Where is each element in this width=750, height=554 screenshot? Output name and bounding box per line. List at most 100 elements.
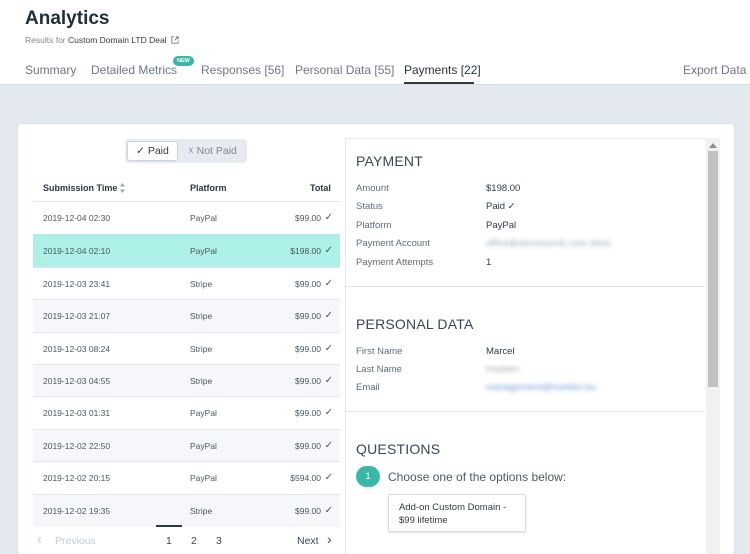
row-total: $594.00 [290,473,321,483]
not-paid-filter-button[interactable]: ☓ Not Paid [188,145,237,157]
row-total: $99.00 [295,408,321,418]
answer-line: $99 lifetime [399,515,448,526]
paid-check-icon: ✓ [324,212,333,223]
sort-icon[interactable] [119,182,126,194]
row-submission-time: 2019-12-04 02:10 [43,246,111,256]
payment-account-label: Payment Account [356,238,430,249]
tab-payments[interactable]: Payments [22] [404,63,481,77]
last-name-label: Last Name [356,364,402,375]
table-row[interactable]: 2019-12-02 19:35 Stripe $99.00 ✓ [33,494,340,527]
paid-check-icon: ✓ [324,472,333,483]
paid-check-icon: ✓ [324,440,333,451]
email-label: Email [356,382,380,393]
tab-detailed-metrics[interactable]: Detailed Metrics [91,63,178,77]
new-badge: NEW [173,56,194,66]
page-1-button[interactable]: 1 [166,535,172,547]
status-label: Status [356,201,383,212]
row-submission-time: 2019-12-02 20:15 [43,473,111,483]
external-link-icon[interactable] [171,36,179,44]
active-tab-indicator [404,82,474,84]
row-platform: PayPal [190,213,217,223]
row-total: $99.00 [295,506,321,516]
table-row[interactable]: 2019-12-03 23:41 Stripe $99.00 ✓ [33,267,340,300]
paid-filter-button[interactable]: ✓ Paid [127,141,178,161]
row-platform: PayPal [190,408,217,418]
table-row[interactable]: 2019-12-03 01:31 PayPal $99.00 ✓ [33,396,340,429]
current-page-indicator [156,525,182,527]
questions-section-title: QUESTIONS [356,441,441,457]
row-platform: Stripe [190,311,213,321]
export-data-button[interactable]: Export Data [683,63,747,77]
platform-value: PayPal [486,220,517,231]
row-total: $99.00 [295,344,321,354]
page-3-button[interactable]: 3 [216,535,222,547]
status-value: Paid ✓ [486,201,516,212]
deal-link[interactable]: Custom Domain LTD Deal [68,35,167,45]
table-row[interactable]: 2019-12-03 04:55 Stripe $99.00 ✓ [33,364,340,397]
chevron-right-icon[interactable]: › [327,531,332,547]
column-header-submission-time[interactable]: Submission Time [43,183,118,193]
answer-line: Add-on Custom Domain - [399,502,507,513]
platform-label: Platform [356,220,392,231]
row-submission-time: 2019-12-03 01:31 [43,408,111,418]
row-platform: Stripe [190,344,213,354]
row-submission-time: 2019-12-03 08:24 [43,344,111,354]
scrollbar-thumb[interactable] [708,151,718,387]
row-submission-time: 2019-12-04 02:30 [43,213,111,223]
row-total: $99.00 [295,311,321,321]
question-number-badge: 1 [356,466,380,487]
paid-check-icon: ✓ [324,505,333,516]
row-submission-time: 2019-12-03 23:41 [43,279,111,289]
tab-summary[interactable]: Summary [25,63,77,77]
paid-check-icon: ✓ [324,343,333,354]
row-total: $99.00 [295,279,321,289]
personal-data-section-title: PERSONAL DATA [356,316,474,332]
row-total: $99.00 [295,213,321,223]
table-row-selected[interactable]: 2019-12-04 02:10 PayPal $198.00 ✓ [33,234,340,267]
previous-page-button[interactable]: Previous [55,535,96,547]
section-divider [346,411,705,412]
paid-check-icon: ✓ [324,278,333,289]
column-header-total: Total [310,183,331,193]
row-total: $99.00 [295,441,321,451]
payment-section-title: PAYMENT [356,153,423,169]
first-name-label: First Name [356,346,403,357]
page-2-button[interactable]: 2 [191,535,197,547]
payment-account-value: office@stereosonic.com (live) [486,238,611,249]
answer-box: Add-on Custom Domain - $99 lifetime [388,494,526,532]
first-name-value: Marcel [486,346,515,357]
email-value[interactable]: management@huetten.eu [486,382,596,393]
page-title: Analytics [25,8,110,29]
payment-detail-panel [345,138,706,554]
row-platform: PayPal [190,441,217,451]
page-subtitle: Results for Custom Domain LTD Deal [25,35,179,45]
paid-check-icon: ✓ [324,407,333,418]
row-submission-time: 2019-12-03 04:55 [43,376,111,386]
amount-value: $198.00 [486,183,521,194]
last-name-value: Huetten [486,364,520,375]
table-row[interactable]: 2019-12-02 22:50 PayPal $99.00 ✓ [33,429,340,462]
row-platform: Stripe [190,506,213,516]
row-submission-time: 2019-12-03 21:07 [43,311,111,321]
column-header-platform: Platform [190,183,227,193]
table-row[interactable]: 2019-12-03 08:24 Stripe $99.00 ✓ [33,332,340,365]
row-total: $99.00 [295,376,321,386]
row-platform: PayPal [190,473,217,483]
payment-attempts-label: Payment Attempts [356,257,434,268]
row-platform: PayPal [190,246,217,256]
next-page-button[interactable]: Next [297,535,319,547]
tab-responses[interactable]: Responses [56] [201,63,285,77]
row-submission-time: 2019-12-02 19:35 [43,506,111,516]
tab-personal-data[interactable]: Personal Data [55] [295,63,395,77]
scroll-up-arrow-icon[interactable] [709,143,717,148]
table-row[interactable]: 2019-12-02 20:15 PayPal $594.00 ✓ [33,461,340,494]
section-divider [346,286,705,287]
table-row[interactable]: 2019-12-03 21:07 Stripe $99.00 ✓ [33,299,340,332]
payment-attempts-value: 1 [486,257,492,268]
question-text: Choose one of the options below: [388,470,567,484]
chevron-left-icon: ‹ [37,531,42,547]
row-total: $198.00 [290,246,321,256]
paid-check-icon: ✓ [324,310,333,321]
table-row[interactable]: 2019-12-04 02:30 PayPal $99.00 ✓ [33,201,340,234]
row-platform: Stripe [190,376,213,386]
